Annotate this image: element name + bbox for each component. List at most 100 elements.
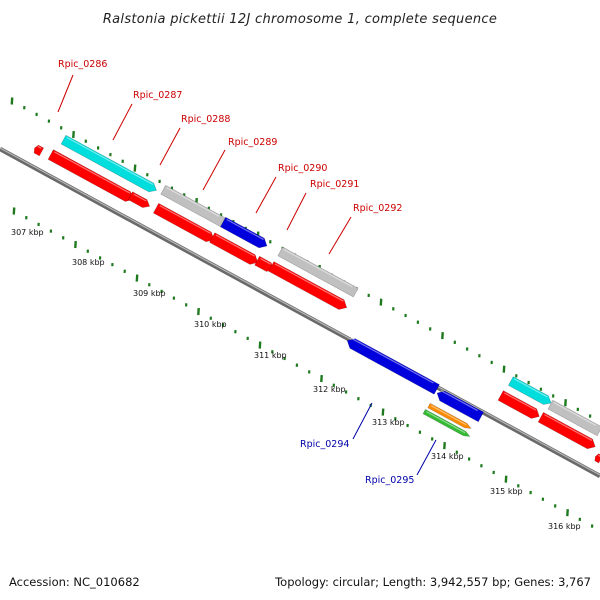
tick-mark: [146, 173, 149, 177]
tick-mark: [527, 380, 530, 385]
cds-bar: [33, 144, 45, 157]
tick-mark: [379, 298, 383, 306]
tick-mark: [10, 97, 14, 105]
gene-bar: [508, 376, 552, 405]
tick-mark: [541, 497, 545, 501]
tick-mark: [588, 414, 592, 418]
tick-mark: [123, 269, 126, 273]
gene-label: Rpic_0290: [278, 163, 327, 174]
tick-mark: [23, 106, 26, 110]
tick-mark: [392, 307, 395, 311]
tick-mark: [539, 387, 543, 391]
tick-mark: [49, 229, 53, 233]
gene-label: Rpic_0292: [353, 203, 402, 214]
tick-mark: [332, 383, 335, 387]
gene-labels: Rpic_0286 Rpic_0287 Rpic_0288 Rpic_0289 Rpic…: [58, 59, 414, 486]
gene-bar: [436, 389, 484, 423]
tick-mark: [295, 363, 299, 367]
tick-mark: [72, 130, 75, 139]
kbp-label: 314 kbp: [431, 452, 464, 461]
cds-bar: [497, 390, 540, 419]
tick-mark: [367, 293, 370, 298]
cds-bar: [209, 232, 259, 265]
cds-bar: [47, 149, 134, 202]
gene-label: Rpic_0294: [300, 439, 349, 450]
tick-mark: [429, 327, 432, 331]
accession-text: Accession: NC_010682: [9, 575, 140, 589]
gene-label: Rpic_0288: [181, 114, 230, 125]
tick-mark: [60, 126, 63, 130]
label-leader: [416, 439, 437, 476]
tick-mark: [344, 390, 348, 394]
tick-mark: [221, 323, 225, 327]
gene-label: Rpic_0286: [58, 59, 107, 70]
tick-mark: [404, 313, 407, 318]
tick-mark: [416, 320, 420, 324]
tick-mark: [308, 370, 311, 374]
tick-mark: [453, 340, 456, 344]
tick-mark: [465, 347, 469, 351]
label-leader: [255, 176, 277, 214]
tick-mark: [148, 283, 151, 287]
cds-bar: [594, 453, 600, 464]
tick-mark: [443, 442, 446, 450]
tick-mark: [135, 274, 139, 282]
kbp-label: 310 kbp: [194, 320, 227, 329]
tick-mark: [492, 470, 495, 475]
tick-mark: [455, 450, 458, 454]
tick-mark: [185, 303, 188, 307]
tick-mark: [381, 408, 385, 416]
gene-features: [33, 134, 600, 464]
label-leader: [352, 402, 373, 440]
tick-mark: [320, 375, 323, 383]
kbp-label: 313 kbp: [372, 418, 405, 427]
tick-mark: [406, 423, 409, 428]
tick-mark: [552, 394, 555, 398]
kbp-label: 307 kbp: [11, 228, 44, 237]
chromosome-backbone: [0, 147, 600, 478]
gene-bar: [160, 184, 226, 228]
label-leader: [202, 149, 226, 191]
tick-mark: [47, 119, 51, 123]
gene-bar: [422, 408, 471, 437]
label-leader-lines: [57, 74, 437, 476]
tick-mark: [35, 112, 38, 117]
tick-mark: [467, 457, 471, 461]
kbp-labels: 307 kbp 308 kbp 309 kbp 310 kbp 311 kbp 312 k…: [11, 228, 581, 531]
tick-mark: [133, 164, 137, 172]
inner-tick-ring: [12, 207, 594, 528]
backbone-highlight: [0, 147, 600, 476]
label-leader: [159, 127, 181, 166]
tick-mark: [590, 524, 594, 528]
tick-mark: [25, 216, 28, 220]
kbp-label: 312 kbp: [313, 385, 346, 394]
gene-label: Rpic_0289: [228, 137, 277, 148]
tick-mark: [98, 256, 102, 260]
gene-label: Rpic_0291: [310, 179, 359, 190]
cds-bar: [127, 191, 151, 208]
tick-mark: [478, 354, 481, 358]
tick-mark: [566, 509, 569, 517]
tick-mark: [246, 336, 249, 341]
cds-bar: [152, 202, 215, 243]
tick-mark: [554, 504, 557, 508]
tick-mark: [172, 296, 176, 300]
gene-bar: [346, 337, 440, 395]
tick-mark: [431, 437, 434, 441]
tick-mark: [269, 240, 272, 244]
tick-mark: [62, 236, 65, 240]
gene-label: Rpic_0287: [133, 90, 182, 101]
cds-bar: [537, 411, 596, 450]
kbp-label: 315 kbp: [490, 487, 523, 496]
tick-mark: [111, 262, 114, 267]
tick-mark: [504, 475, 508, 483]
tick-mark: [84, 139, 87, 143]
label-leader: [57, 74, 74, 113]
tick-mark: [576, 407, 579, 412]
tick-mark: [502, 365, 506, 373]
gene-bar: [427, 402, 472, 429]
tick-mark: [394, 417, 397, 421]
tick-mark: [121, 159, 124, 163]
tick-mark: [74, 240, 77, 249]
tick-mark: [96, 146, 100, 150]
